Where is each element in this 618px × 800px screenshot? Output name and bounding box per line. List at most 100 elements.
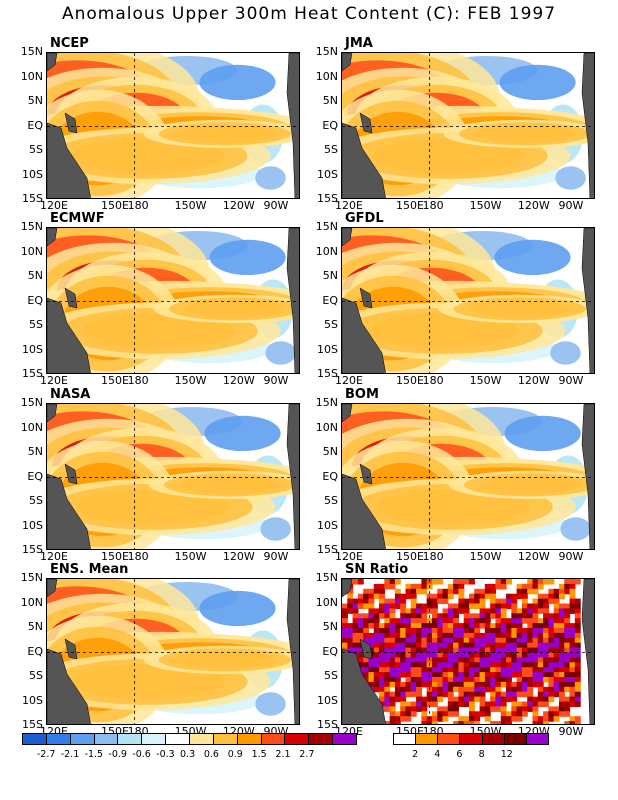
y-tick-label: 15S (317, 367, 338, 380)
y-tick-label: 10S (22, 342, 43, 356)
y-tick-label: 15N (20, 220, 43, 233)
x-tick-label: 150E (100, 374, 129, 387)
x-tick-label: 120E (335, 374, 363, 387)
x-tick-label: 120E (40, 199, 68, 212)
colorbar-swatch (69, 733, 95, 745)
colorbar-label: 1.5 (251, 749, 267, 760)
y-tick-label: 5S (324, 143, 338, 156)
x-tick-label: 150W (174, 550, 207, 563)
colorbar-swatch (45, 733, 71, 745)
panel-label: GFDL (343, 211, 386, 226)
x-tick-label: 120E (335, 550, 363, 563)
y-tick-label: 5N (27, 94, 43, 107)
map-plot (46, 227, 300, 374)
x-tick-label: 90W (263, 199, 289, 212)
x-tick-label: 150E (395, 550, 424, 563)
y-tick-label: EQ (322, 469, 338, 483)
colorbar-label: 0.9 (227, 749, 243, 760)
colorbar-label: 12 (500, 749, 513, 760)
y-tick-label: 10S (317, 167, 338, 181)
land-mass (286, 579, 299, 724)
panel-label: SN Ratio (343, 562, 411, 577)
x-tick-label: 150W (174, 199, 207, 212)
colorbar-label: 0.3 (180, 749, 196, 760)
colorbar-label: -2.1 (60, 749, 80, 760)
y-tick-label: 10N (20, 595, 43, 609)
y-tick-label: 15S (22, 367, 43, 380)
sn-ratio-colorbar: 2 4 6 8 12 (393, 733, 549, 763)
y-tick-label: EQ (322, 293, 338, 307)
colorbar-swatch (437, 733, 461, 745)
y-tick-label: 5S (324, 494, 338, 507)
colorbar-label: 8 (478, 749, 485, 760)
panel-label: ECMWF (48, 211, 107, 226)
y-tick-label: 15N (315, 396, 338, 409)
colorbar-swatch (481, 733, 505, 745)
land-mass (64, 287, 78, 309)
map-panel: NASA 15N 10N 5N EQ 5S 10S 15S 120E 150E 180 150W 120… (21, 387, 300, 563)
y-tick-label: 15S (22, 192, 43, 205)
colorbar-label: -0.9 (108, 749, 127, 760)
land-mass (581, 579, 594, 724)
land-mass (342, 473, 386, 549)
colorbar-swatch (459, 733, 483, 745)
x-tick-label: 180 (422, 550, 444, 563)
colorbar-swatch (332, 733, 357, 745)
y-tick-label: 5S (29, 318, 43, 331)
anomaly-colorbar: -2.7 -2.1 -1.5 -0.9 -0.6 -0.3 0.3 0.6 0.9 1.5 2.1 2… (22, 733, 357, 763)
y-tick-label: 15S (22, 543, 43, 556)
y-tick-label: 10N (315, 244, 338, 258)
y-tick-label: 15N (20, 396, 43, 409)
y-tick-label: EQ (27, 644, 43, 658)
map-panel: ECMWF 15N 10N 5N EQ 5S 10S 15S 120E 150E 180 150W 12… (21, 211, 300, 387)
x-tick-label: 180 (127, 550, 149, 563)
map-panel: ENS. Mean 15N 10N 5N EQ 5S 10S 15S 120E 150E 180 15… (21, 562, 300, 738)
map-plot (46, 578, 300, 725)
colorbar-swatch (284, 733, 310, 745)
x-tick-label: 90W (558, 725, 584, 738)
land-mass (342, 122, 386, 198)
y-tick-label: 10N (315, 595, 338, 609)
y-tick-label: EQ (27, 118, 43, 132)
y-tick-label: 5S (29, 494, 43, 507)
y-tick-label: 15S (317, 718, 338, 731)
y-tick-label: EQ (322, 118, 338, 132)
y-tick-label: 15N (315, 220, 338, 233)
map-panel: SN Ratio 15N 10N 5N EQ 5S 10S 15S 120E 150E 180 150… (316, 562, 595, 738)
land-mass (581, 53, 594, 198)
x-tick-label: 180 (422, 374, 444, 387)
colorbar-swatch (525, 733, 549, 745)
x-tick-label: 90W (558, 550, 584, 563)
y-tick-label: EQ (322, 644, 338, 658)
y-tick-label: 15N (315, 571, 338, 584)
y-tick-label: 5N (322, 445, 338, 458)
y-tick-label: 10S (317, 518, 338, 532)
y-tick-label: 15N (315, 45, 338, 58)
colorbar-label: 4 (434, 749, 441, 760)
land-mass (47, 579, 58, 598)
land-mass (47, 228, 58, 247)
land-mass (342, 648, 386, 724)
y-tick-label: 15N (20, 45, 43, 58)
land-mass (64, 112, 78, 134)
land-mass (286, 228, 299, 373)
y-tick-label: 10N (20, 420, 43, 434)
colorbar-swatch (260, 733, 286, 745)
y-tick-label: 5S (29, 143, 43, 156)
colorbar-label: -1.5 (84, 749, 104, 760)
land-mass (581, 228, 594, 373)
y-tick-label: 15S (22, 718, 43, 731)
land-mass (359, 638, 373, 660)
y-tick-label: 10N (20, 244, 43, 258)
x-tick-label: 150E (395, 199, 424, 212)
panel-label: NASA (48, 387, 93, 402)
y-tick-label: 10S (317, 342, 338, 356)
land-mass (359, 287, 373, 309)
colorbar-swatch (415, 733, 439, 745)
colorbar-label: 2.7 (299, 749, 315, 760)
panel-label: BOM (343, 387, 381, 402)
x-tick-label: 180 (127, 374, 149, 387)
y-tick-label: 10N (20, 69, 43, 83)
x-tick-label: 150E (100, 550, 129, 563)
land-mass (286, 404, 299, 549)
